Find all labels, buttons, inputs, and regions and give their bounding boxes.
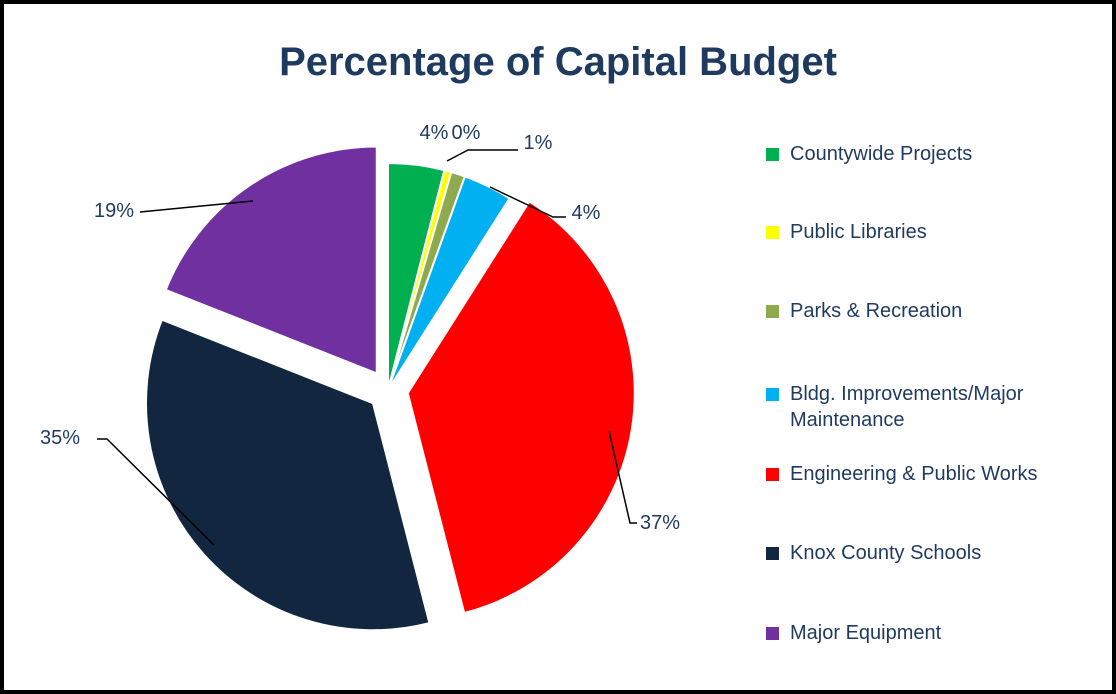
leader-line	[139, 200, 254, 213]
legend-swatch	[766, 468, 779, 481]
pie-slice	[145, 318, 431, 632]
legend-label: Public Libraries	[790, 221, 927, 243]
data-label: 4%	[572, 202, 601, 224]
leader-line	[97, 438, 215, 546]
legend-item: Engineering & Public Works	[766, 461, 1038, 487]
legend-swatch	[766, 547, 779, 560]
legend-swatch	[766, 388, 779, 401]
data-label: 35%	[40, 427, 80, 449]
legend-label: Bldg. Improvements/Major Maintenance	[790, 383, 1024, 431]
legend-item: Knox County Schools	[766, 540, 981, 566]
legend-swatch	[766, 226, 779, 239]
leader-line	[489, 186, 566, 218]
data-label: 19%	[94, 200, 134, 222]
legend-item: Public Libraries	[766, 219, 927, 245]
data-label: 4%	[420, 122, 449, 144]
legend-swatch	[766, 148, 779, 161]
legend-label: Major Equipment	[790, 622, 942, 644]
data-label: 1%	[524, 132, 553, 154]
legend-item: Parks & Recreation	[766, 298, 962, 324]
legend-item: Countywide Projects	[766, 141, 972, 167]
pie-slice	[164, 145, 378, 375]
chart-title: Percentage of Capital Budget	[279, 40, 837, 84]
legend-swatch	[766, 305, 779, 318]
leader-line	[446, 149, 518, 162]
legend-swatch	[766, 627, 779, 640]
legend-label: Knox County Schools	[790, 542, 982, 564]
legend-label: Engineering & Public Works	[790, 463, 1038, 485]
legend-label: Parks & Recreation	[790, 300, 963, 322]
pie-slice	[387, 175, 512, 391]
legend-label: Countywide Projects	[790, 143, 973, 165]
data-label: 37%	[640, 512, 680, 534]
leader-line	[608, 430, 637, 524]
pie-slice	[406, 200, 636, 615]
legend-item: Bldg. Improvements/Major Maintenance	[766, 381, 1100, 433]
data-label: 0%	[452, 122, 481, 144]
legend-item: Major Equipment	[766, 620, 941, 646]
